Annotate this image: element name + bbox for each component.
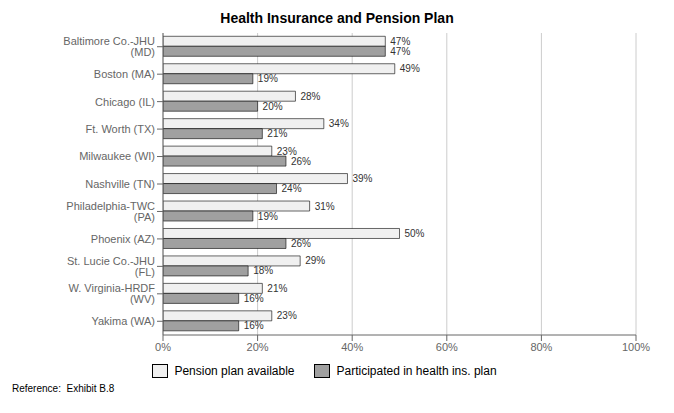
- svg-text:Milwaukee (WI): Milwaukee (WI): [79, 150, 155, 162]
- svg-text:Ft. Worth (TX): Ft. Worth (TX): [86, 123, 155, 135]
- svg-text:26%: 26%: [291, 238, 311, 249]
- html-text:Reference: Exhibit B.8: Reference: Exhibit B.8: [12, 383, 115, 394]
- svg-text:39%: 39%: [352, 173, 372, 184]
- svg-text:0%: 0%: [155, 341, 171, 353]
- svg-text:60%: 60%: [436, 341, 458, 353]
- svg-text:20%: 20%: [263, 101, 283, 112]
- svg-text:34%: 34%: [329, 118, 349, 129]
- svg-text:19%: 19%: [258, 73, 278, 84]
- html-text:Health Insurance and Pension P: Health Insurance and Pension Plan: [220, 10, 454, 26]
- svg-text:Chicago (IL): Chicago (IL): [95, 96, 155, 108]
- html-text:Pension plan available: Pension plan available: [174, 364, 295, 378]
- svg-text:40%: 40%: [341, 341, 363, 353]
- svg-text:W. Virginia-HRDF(WV): W. Virginia-HRDF(WV): [68, 282, 155, 305]
- svg-text:29%: 29%: [305, 255, 325, 266]
- svg-text:16%: 16%: [244, 320, 264, 331]
- svg-text:21%: 21%: [267, 128, 287, 139]
- svg-text:21%: 21%: [267, 283, 287, 294]
- svg-text:16%: 16%: [244, 293, 264, 304]
- svg-text:Phoenix (AZ): Phoenix (AZ): [91, 233, 155, 245]
- svg-text:Yakima (WA): Yakima (WA): [91, 315, 155, 327]
- svg-text:20%: 20%: [247, 341, 269, 353]
- svg-text:18%: 18%: [253, 265, 273, 276]
- svg-text:50%: 50%: [405, 228, 425, 239]
- svg-text:St. Lucie Co.-JHU(FL): St. Lucie Co.-JHU(FL): [67, 255, 155, 278]
- svg-text:23%: 23%: [276, 145, 297, 157]
- svg-text:26%: 26%: [291, 156, 311, 167]
- svg-text:Baltimore Co.-JHU(MD): Baltimore Co.-JHU(MD): [63, 35, 155, 58]
- html-text:Participated in health ins. pl: Participated in health ins. plan: [336, 364, 497, 378]
- svg-text:31%: 31%: [315, 201, 335, 212]
- svg-text:47%: 47%: [390, 35, 411, 47]
- svg-text:Boston (MA): Boston (MA): [94, 68, 155, 80]
- svg-text:47%: 47%: [390, 46, 410, 57]
- svg-text:Philadelphia-TWC(PA): Philadelphia-TWC(PA): [66, 200, 155, 223]
- svg-text:24%: 24%: [282, 183, 302, 194]
- svg-text:49%: 49%: [400, 63, 420, 74]
- svg-text:80%: 80%: [530, 341, 552, 353]
- svg-text:23%: 23%: [277, 310, 297, 321]
- svg-text:19%: 19%: [258, 211, 278, 222]
- svg-text:28%: 28%: [300, 91, 320, 102]
- svg-text:100%: 100%: [622, 341, 650, 353]
- svg-text:Nashville (TN): Nashville (TN): [85, 178, 155, 190]
